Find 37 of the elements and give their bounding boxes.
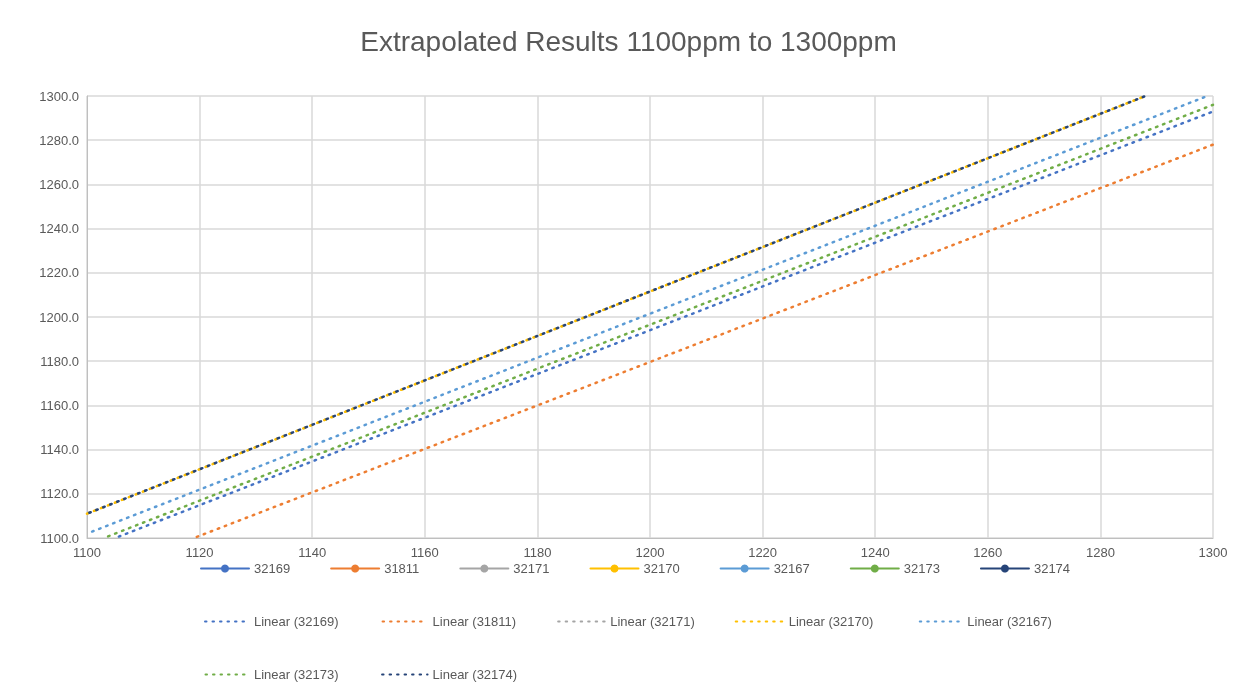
y-tick-label: 1160.0	[40, 397, 79, 413]
x-tick-label: 1240	[860, 545, 890, 560]
y-tick-label: 1240.0	[39, 221, 79, 237]
x-tick-label: 1100	[73, 545, 101, 560]
legend-label: Linear (32173)	[254, 667, 339, 682]
legend-label: Linear (32174)	[432, 667, 518, 682]
x-tick-label: 1140	[298, 545, 327, 560]
legend-label: 32170	[643, 561, 680, 576]
x-tick-label: 1200	[635, 545, 665, 560]
y-tick-label: 1280.0	[39, 132, 79, 148]
y-tick-label: 1200.0	[39, 309, 79, 325]
legend-label: Linear (32170)	[788, 614, 874, 629]
y-tick-label: 1140.0	[40, 442, 79, 458]
x-tick-label: 1300	[1198, 545, 1228, 560]
x-tick-label: 1180	[523, 545, 552, 560]
y-tick-label: 1100.0	[40, 530, 79, 546]
y-tick-label: 1220.0	[39, 265, 79, 281]
legend-label: 31811	[384, 561, 420, 576]
legend-label: Linear (32169)	[254, 614, 339, 629]
y-tick-label: 1120.0	[40, 486, 79, 502]
y-tick-label: 1180.0	[40, 353, 79, 369]
x-tick-label: 1260	[973, 545, 1003, 560]
legend-label: Linear (31811)	[432, 614, 517, 629]
legend-label: 32169	[254, 561, 291, 576]
x-tick-label: 1220	[748, 545, 778, 560]
x-tick-label: 1280	[1085, 545, 1115, 560]
legend-label: 32167	[773, 561, 810, 576]
chart-title: Extrapolated Results 1100ppm to 1300ppm	[360, 25, 897, 57]
y-tick-label: 1260.0	[39, 176, 79, 192]
y-tick-label: 1300.0	[39, 88, 79, 104]
x-tick-label: 1120	[185, 545, 214, 560]
x-tick-label: 1160	[410, 545, 439, 560]
legend-label: 32174	[1033, 561, 1071, 576]
legend-label: 32171	[513, 561, 550, 576]
legend-label: 32173	[903, 561, 940, 576]
legend-label: Linear (32167)	[967, 614, 1052, 629]
legend-label: Linear (32171)	[610, 614, 695, 629]
